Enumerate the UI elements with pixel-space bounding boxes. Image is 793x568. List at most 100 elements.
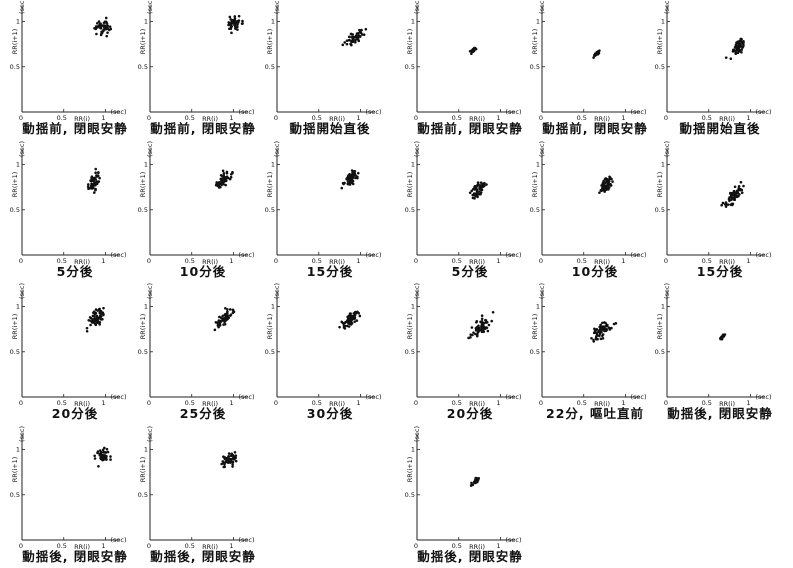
y-tick-label: 0.5 (10, 491, 20, 499)
x-tick-label: 0 (539, 257, 543, 265)
data-point (236, 28, 239, 31)
x-axis-label: RR(i) (469, 543, 485, 551)
scatter-panel: 0 0.5 1 1 0.5 RR(i) (sec) RR(i+1) (sec) 10分後 (530, 141, 660, 283)
x-axis-unit: (sec) (505, 393, 521, 401)
x-axis-label: RR(i) (719, 400, 735, 408)
panel-caption: 動揺後, 閉眼安静 (150, 549, 256, 564)
panel-caption: 20分後 (51, 406, 99, 421)
data-point (720, 335, 724, 339)
data-point (356, 35, 360, 39)
data-point (235, 21, 239, 25)
x-tick-label: 1 (621, 399, 625, 407)
y-axis-label: RR(i+1) (406, 172, 414, 198)
x-tick-label: 0.5 (57, 114, 67, 122)
data-point (733, 185, 737, 189)
data-point (732, 196, 736, 200)
data-point (225, 317, 229, 321)
data-point (480, 327, 484, 330)
y-axis-unit: (sec) (413, 426, 421, 442)
scatter-panel: 0 0.5 1 1 0.5 RR(i) (sec) RR(i+1) (sec) 動揺前, 閉眼安静 (405, 0, 535, 140)
x-tick-label: 0 (414, 257, 418, 265)
data-point (607, 179, 611, 183)
data-point (604, 177, 608, 180)
y-tick-label: 0.5 (138, 348, 148, 356)
data-point (362, 33, 366, 37)
data-point (472, 187, 475, 191)
x-tick-label: 1 (621, 257, 625, 265)
y-axis-unit: (sec) (146, 426, 154, 442)
data-point (217, 184, 221, 188)
data-point (601, 321, 604, 325)
x-axis-label: RR(i) (74, 543, 90, 551)
x-tick-label: 0.5 (185, 542, 195, 550)
x-axis-label: RR(i) (202, 115, 218, 123)
x-tick-label: 0.5 (312, 114, 322, 122)
y-axis-label: RR(i+1) (11, 457, 19, 483)
x-tick-label: 0 (19, 399, 23, 407)
x-tick-label: 1 (101, 542, 105, 550)
panel-caption: 15分後 (306, 264, 354, 279)
x-tick-label: 0.5 (702, 114, 712, 122)
data-point (351, 38, 355, 42)
scatter-plot: 0 0.5 1 1 0.5 RR(i) (sec) RR(i+1) (sec) (405, 426, 522, 551)
data-point (103, 20, 107, 24)
data-point (231, 463, 234, 466)
data-point (93, 457, 97, 460)
x-axis-label: RR(i) (719, 115, 735, 123)
data-point (224, 183, 227, 187)
data-point (470, 481, 473, 485)
data-point (348, 177, 352, 181)
data-point (358, 28, 361, 32)
x-axis-label: RR(i) (202, 258, 218, 266)
data-point (90, 182, 93, 186)
data-point (350, 40, 353, 44)
data-point (593, 329, 597, 333)
data-point (608, 326, 612, 330)
data-point (89, 323, 92, 327)
data-point (343, 41, 347, 44)
x-tick-label: 0 (274, 399, 278, 407)
data-point (99, 33, 103, 37)
data-point (738, 50, 741, 53)
y-tick-label: 1 (144, 161, 148, 169)
data-point (597, 334, 601, 338)
scatter-panel: 0 0.5 1 1 0.5 RR(i) (sec) RR(i+1) (sec) 動揺前, 閉眼安静 (530, 0, 660, 140)
y-axis-unit: (sec) (413, 141, 421, 157)
y-tick-label: 1 (661, 303, 665, 311)
data-point (220, 182, 224, 186)
y-tick-label: 1 (271, 18, 275, 26)
data-point (728, 199, 731, 203)
x-axis-label: RR(i) (202, 543, 218, 551)
data-point (218, 323, 222, 327)
data-point (228, 177, 232, 181)
data-point (729, 57, 733, 60)
y-tick-label: 1 (271, 161, 275, 169)
x-tick-label: 0.5 (312, 399, 322, 407)
x-axis-unit: (sec) (365, 393, 381, 401)
data-point (86, 185, 90, 188)
x-tick-label: 0 (539, 399, 543, 407)
data-point (89, 317, 93, 320)
panel-caption: 10分後 (179, 264, 227, 279)
data-point (102, 306, 105, 310)
scatter-panel: 0 0.5 1 1 0.5 RR(i) (sec) RR(i+1) (sec) 15分後 (655, 141, 785, 283)
data-point (348, 320, 351, 324)
x-tick-label: 0 (414, 114, 418, 122)
x-axis-label: RR(i) (594, 400, 610, 408)
data-point (94, 323, 98, 327)
y-tick-label: 0.5 (265, 348, 275, 356)
scatter-panel: 0 0.5 1 1 0.5 RR(i) (sec) RR(i+1) (sec) 15分後 (265, 141, 395, 283)
y-tick-label: 1 (144, 18, 148, 26)
data-point (474, 332, 477, 336)
data-point (105, 447, 109, 451)
data-point (352, 316, 355, 319)
scatter-plot: 0 0.5 1 1 0.5 RR(i) (sec) RR(i+1) (sec) (265, 283, 382, 408)
y-axis-label: RR(i+1) (266, 172, 274, 198)
data-point (105, 454, 108, 458)
data-point (91, 179, 95, 182)
data-point (347, 35, 351, 39)
x-tick-label: 0 (19, 542, 23, 550)
y-axis-unit: (sec) (538, 283, 546, 299)
x-tick-label: 0 (19, 114, 23, 122)
